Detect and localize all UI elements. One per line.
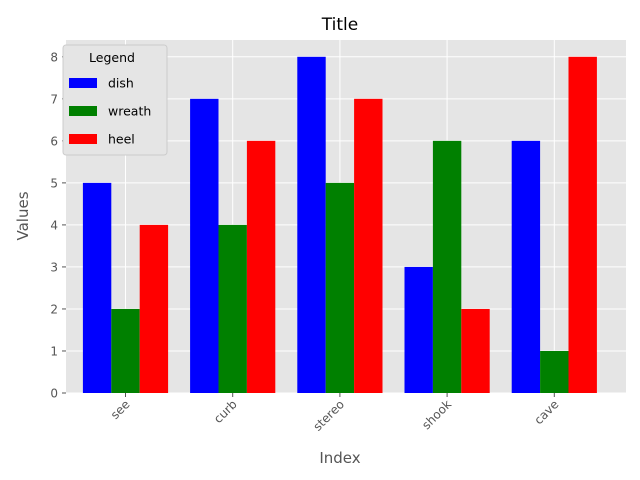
bar-wreath-cave [540,350,569,393]
x-tick-label: see [108,397,133,422]
legend-box [62,44,168,156]
bar-heel-see [139,224,169,393]
bar-heel-stereo [354,98,383,393]
bar-dish-shook [404,266,433,393]
bar-heel-curb [246,140,276,393]
x-tick-label: stereo [310,397,347,434]
legend-swatch-heel [69,134,97,144]
x-tick-label: curb [211,397,240,426]
legend-label-wreath: wreath [108,104,151,119]
x-axis-label: Index [319,449,360,467]
bar-wreath-stereo [325,182,355,393]
legend: Legend dish wreath heel [62,44,168,156]
legend-title: Legend [89,50,135,65]
y-tick-label: 7 [50,92,58,106]
bar-wreath-curb [218,224,247,393]
y-tick-label: 5 [50,176,58,190]
legend-swatch-wreath [69,106,97,116]
y-tick-label: 4 [50,218,58,232]
y-axis-ticks: 0 1 2 3 4 5 6 7 8 [50,50,66,401]
legend-label-heel: heel [108,132,135,147]
y-tick-label: 8 [50,50,58,64]
x-axis-ticks: see curb stereo shook cave [108,393,561,434]
bar-heel-cave [568,56,597,394]
y-tick-label: 0 [50,387,58,401]
bar-heel-shook [461,308,490,393]
x-tick-label: shook [419,397,454,432]
y-tick-label: 1 [50,344,58,358]
bar-wreath-shook [432,140,462,393]
bar-dish-see [82,182,112,393]
bar-dish-stereo [297,56,326,394]
legend-items: dish wreath heel [69,76,151,147]
bar-dish-cave [511,140,541,393]
bars [82,56,597,394]
y-tick-label: 6 [50,134,58,148]
y-tick-label: 3 [50,260,58,274]
y-axis-label: Values [14,191,32,240]
legend-swatch-dish [69,78,97,88]
x-tick-label: cave [531,397,561,427]
chart-title: Title [321,15,358,35]
bar-dish-curb [190,98,219,393]
y-tick-label: 2 [50,302,58,316]
legend-label-dish: dish [108,76,134,91]
bar-wreath-see [111,308,140,393]
